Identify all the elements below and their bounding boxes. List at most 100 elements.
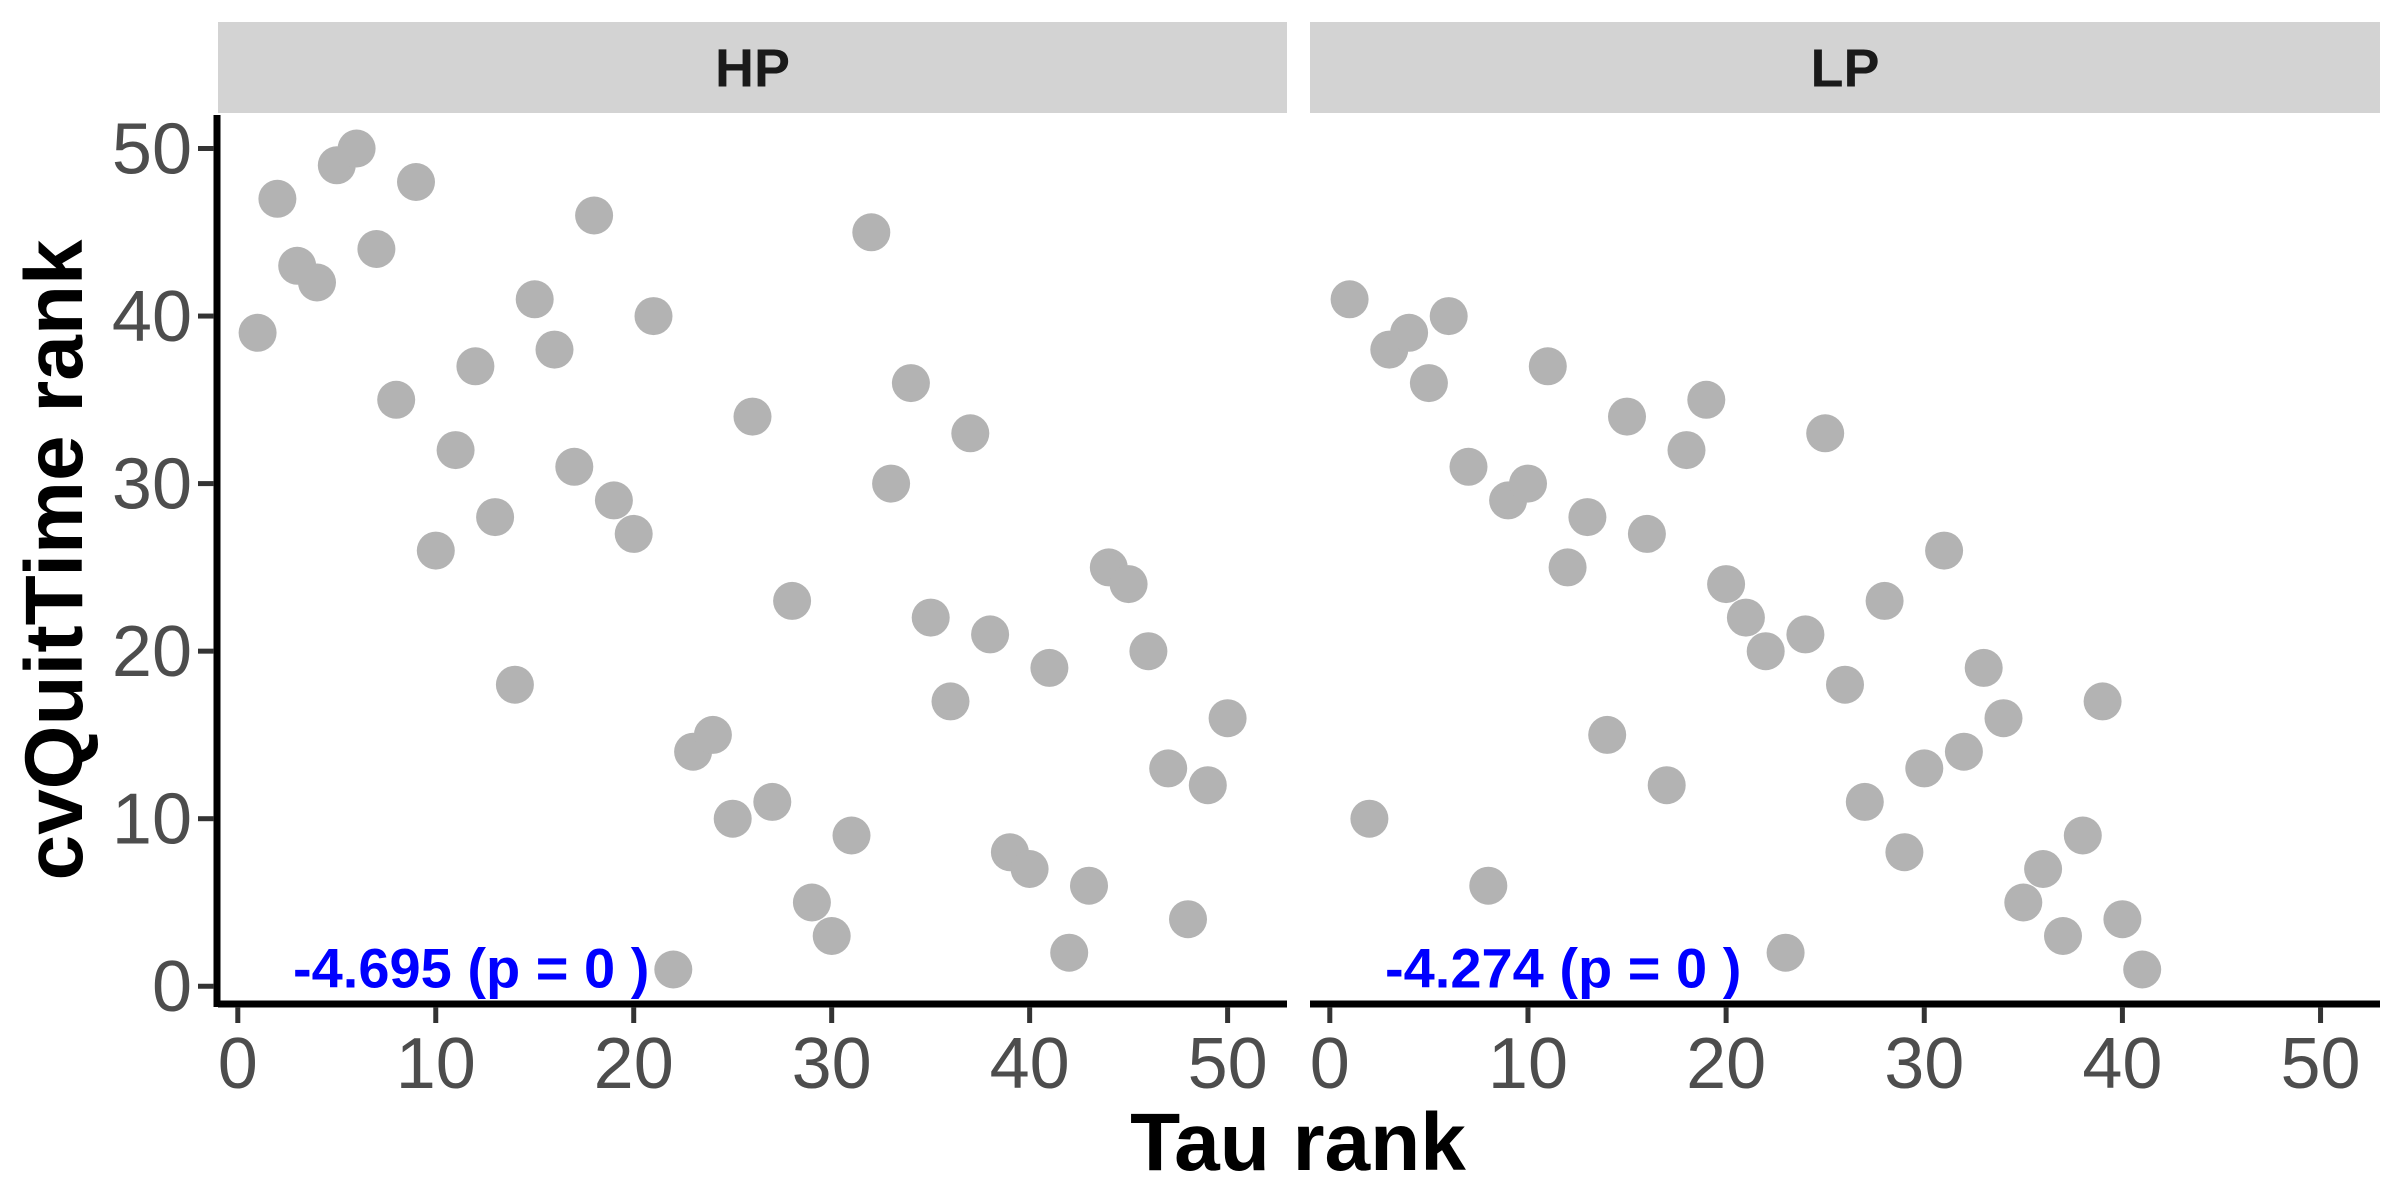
data-point <box>1667 431 1706 470</box>
points-group <box>1330 280 2162 989</box>
data-point <box>1865 581 1904 620</box>
data-point <box>1766 933 1805 972</box>
strip-label: HP <box>715 39 790 99</box>
data-point <box>1030 648 1069 687</box>
data-point <box>397 163 435 201</box>
x-tick-label: 20 <box>594 1024 674 1104</box>
data-point <box>832 816 871 855</box>
data-point <box>1169 900 1207 939</box>
data-point <box>416 531 455 570</box>
data-point <box>1548 548 1587 587</box>
data-point <box>1409 364 1448 403</box>
x-tick-label: 0 <box>1310 1024 1350 1104</box>
data-point <box>1050 933 1089 972</box>
data-point <box>1826 665 1864 704</box>
y-tick-label: 40 <box>112 277 192 357</box>
data-point <box>971 615 1010 654</box>
data-point <box>1964 648 2003 687</box>
data-point <box>515 280 554 319</box>
data-point <box>773 581 812 620</box>
correlation-annotation: -4.274 (p = 0 ) <box>1385 936 1741 999</box>
strip-background <box>218 22 1287 113</box>
data-point <box>1010 850 1049 888</box>
strip-background <box>1310 22 2380 113</box>
data-point <box>1905 749 1944 788</box>
x-tick-label: 20 <box>1686 1024 1766 1104</box>
data-point <box>1707 565 1746 604</box>
data-point <box>911 598 950 637</box>
y-tick-label: 10 <box>112 780 192 860</box>
correlation-annotation: -4.695 (p = 0 ) <box>293 936 649 999</box>
x-tick-label: 10 <box>1488 1024 1568 1104</box>
data-point <box>1350 799 1389 838</box>
data-point <box>1429 297 1468 336</box>
data-point <box>238 313 277 352</box>
data-point <box>555 447 594 486</box>
data-point <box>931 682 970 721</box>
data-point <box>377 380 416 419</box>
data-point <box>337 129 376 168</box>
data-point <box>1845 782 1884 821</box>
x-tick-label: 50 <box>1188 1024 1268 1104</box>
x-tick-label: 30 <box>1884 1024 1964 1104</box>
data-point <box>476 498 515 537</box>
data-point <box>1588 715 1627 754</box>
data-point <box>812 917 851 955</box>
data-point <box>2083 682 2122 721</box>
data-point <box>456 347 495 386</box>
x-tick-label: 50 <box>2281 1024 2361 1104</box>
y-tick-label: 0 <box>152 947 192 1027</box>
x-tick-label: 0 <box>218 1024 258 1104</box>
data-point <box>2103 900 2142 939</box>
data-point <box>535 330 574 369</box>
x-tick-label: 10 <box>396 1024 476 1104</box>
data-point <box>495 665 534 704</box>
data-point <box>872 464 911 503</box>
panels-layer: HP -4.695 (p = 0 ) 0 10 20 30 40 50 0 10 20 30 40 50 L… <box>112 22 2380 1104</box>
strip-label: LP <box>1810 39 1879 99</box>
data-point <box>1627 514 1666 553</box>
data-point <box>594 481 633 520</box>
data-point <box>1786 615 1825 654</box>
data-point <box>614 514 653 553</box>
data-point <box>1509 464 1547 503</box>
y-tick-label: 20 <box>112 612 192 692</box>
data-point <box>1330 280 1369 319</box>
panel-lp: LP -4.274 (p = 0 ) 0 10 20 30 40 50 <box>1310 22 2380 1104</box>
x-axis-title: Tau rank <box>1130 1097 1466 1188</box>
data-point <box>298 263 336 302</box>
data-point <box>693 715 732 754</box>
data-point <box>2044 917 2082 955</box>
data-point <box>951 414 990 453</box>
data-point <box>1726 598 1765 637</box>
data-point <box>654 950 693 989</box>
data-point <box>634 297 673 336</box>
data-point <box>891 364 930 403</box>
data-point <box>1608 397 1646 436</box>
data-point <box>575 196 614 235</box>
data-point <box>1885 833 1924 872</box>
data-point <box>1944 732 1983 771</box>
points-group <box>238 129 1247 989</box>
data-point <box>713 799 752 838</box>
data-point <box>1925 531 1964 570</box>
data-point <box>792 883 831 922</box>
data-point <box>1687 380 1726 419</box>
data-point <box>1984 699 2023 738</box>
y-axis-title: cvQuitTime rank <box>9 239 100 880</box>
data-point <box>1806 414 1845 453</box>
x-tick-label: 40 <box>990 1024 1070 1104</box>
data-point <box>1449 447 1488 486</box>
data-point <box>1647 766 1686 805</box>
x-tick-label: 30 <box>792 1024 872 1104</box>
data-point <box>1149 749 1188 788</box>
y-tick-label: 30 <box>112 445 192 525</box>
data-point <box>1188 766 1227 805</box>
data-point <box>2063 816 2102 855</box>
data-point <box>852 213 891 252</box>
data-point <box>1208 699 1247 738</box>
data-point <box>1469 866 1508 905</box>
panel-hp: HP -4.695 (p = 0 ) 0 10 20 30 40 50 0 10 20 30 40 50 <box>112 22 1287 1104</box>
data-point <box>357 230 396 268</box>
